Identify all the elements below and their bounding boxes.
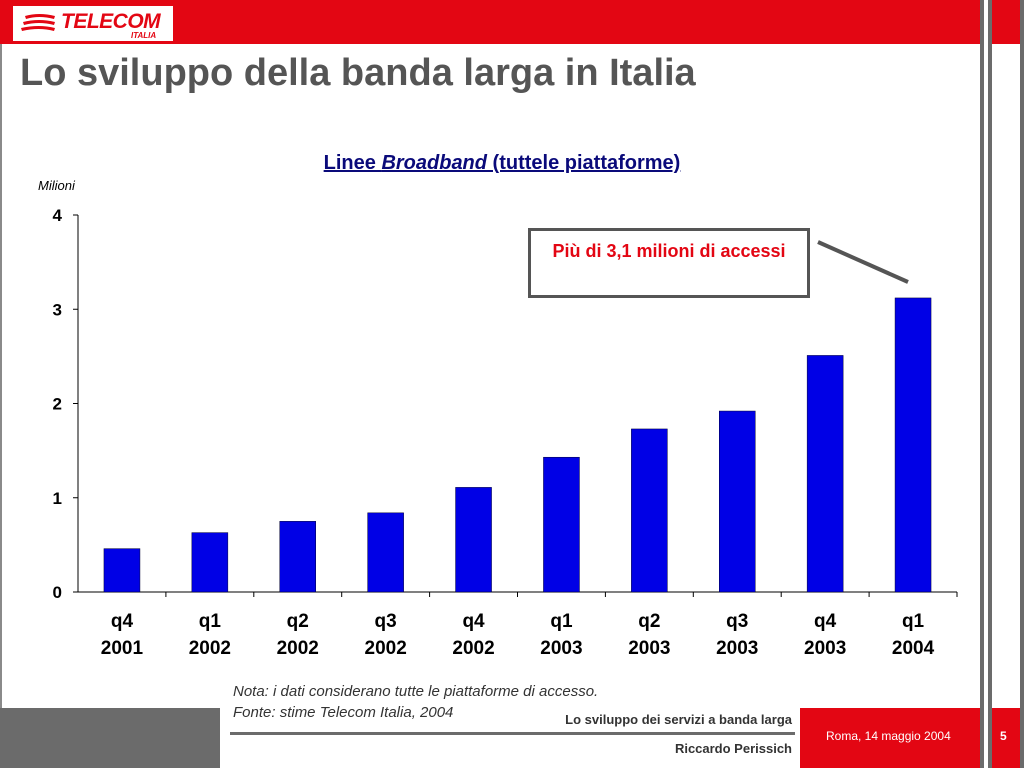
x-tick-label: q4 2003 bbox=[804, 611, 846, 659]
bar bbox=[894, 297, 932, 593]
bar bbox=[191, 532, 229, 593]
chart-title-prefix: Linee bbox=[323, 152, 382, 174]
bar bbox=[806, 355, 844, 593]
x-tick-label: q1 2004 bbox=[892, 611, 935, 659]
chart-title: Linee Broadband (tuttele piattaforme) bbox=[0, 152, 1004, 175]
bar bbox=[103, 548, 141, 593]
chart-title-italic: Broadband bbox=[381, 152, 487, 174]
y-tick-label: 1 bbox=[53, 489, 62, 508]
footnote-note: Nota: i dati considerano tutte le piatta… bbox=[233, 683, 599, 700]
footer-author: Riccardo Perissich bbox=[674, 741, 792, 756]
logo-subtext: ITALIA bbox=[131, 31, 157, 40]
telecom-italia-logo: TELECOM ITALIA bbox=[12, 5, 174, 42]
header-red-corner bbox=[992, 0, 1020, 44]
footer-red-corner bbox=[992, 708, 1020, 768]
right-divider-bar bbox=[980, 0, 984, 768]
page-title: Lo sviluppo della banda larga in Italia bbox=[20, 52, 696, 94]
bar bbox=[279, 521, 316, 593]
x-tick-label: q4 2001 bbox=[101, 611, 144, 659]
bar-chart: 0 1 2 3 4 q4 2001 q1 2002 q2 2002 q3 2002 q4 2002 q1 200… bbox=[53, 206, 958, 659]
right-divider-bar bbox=[988, 0, 992, 768]
bar bbox=[455, 487, 492, 593]
bar bbox=[719, 410, 756, 593]
footer-date: Roma, 14 maggio 2004 bbox=[826, 729, 951, 743]
y-tick-label: 4 bbox=[53, 206, 63, 225]
footnote-source: Fonte: stime Telecom Italia, 2004 bbox=[233, 704, 454, 721]
footer-divider bbox=[230, 732, 795, 735]
footnote: Nota: i dati considerano tutte le piatta… bbox=[233, 681, 598, 723]
footer-gray-block bbox=[0, 708, 220, 768]
y-tick-label: 3 bbox=[53, 300, 62, 319]
footer-red-block bbox=[800, 708, 980, 768]
x-tick-label: q1 2003 bbox=[540, 611, 582, 659]
annotation-callout: Più di 3,1 milioni di accessi bbox=[528, 228, 810, 298]
x-tick-label: q3 2003 bbox=[716, 611, 758, 659]
chart-title-suffix: (tuttele piattaforme) bbox=[487, 152, 681, 174]
y-tick-label: 2 bbox=[53, 395, 62, 414]
logo-stripes-icon bbox=[21, 14, 55, 31]
left-border-line bbox=[0, 44, 2, 708]
y-tick-label: 0 bbox=[53, 583, 62, 602]
page-number: 5 bbox=[1000, 729, 1007, 743]
bar bbox=[631, 428, 668, 593]
x-tick-label: q2 2002 bbox=[277, 611, 319, 659]
x-tick-label: q1 2002 bbox=[189, 611, 231, 659]
right-divider-bar bbox=[1020, 0, 1024, 768]
logo-text: TELECOM bbox=[61, 10, 161, 33]
x-tick-label: q4 2002 bbox=[452, 611, 494, 659]
x-tick-label: q2 2003 bbox=[628, 611, 670, 659]
y-axis-unit-label: Milioni bbox=[38, 178, 75, 193]
bar bbox=[367, 512, 404, 593]
x-tick-label: q3 2002 bbox=[365, 611, 407, 659]
bar bbox=[543, 456, 580, 593]
footer-presentation-title: Lo sviluppo dei servizi a banda larga bbox=[565, 712, 792, 727]
